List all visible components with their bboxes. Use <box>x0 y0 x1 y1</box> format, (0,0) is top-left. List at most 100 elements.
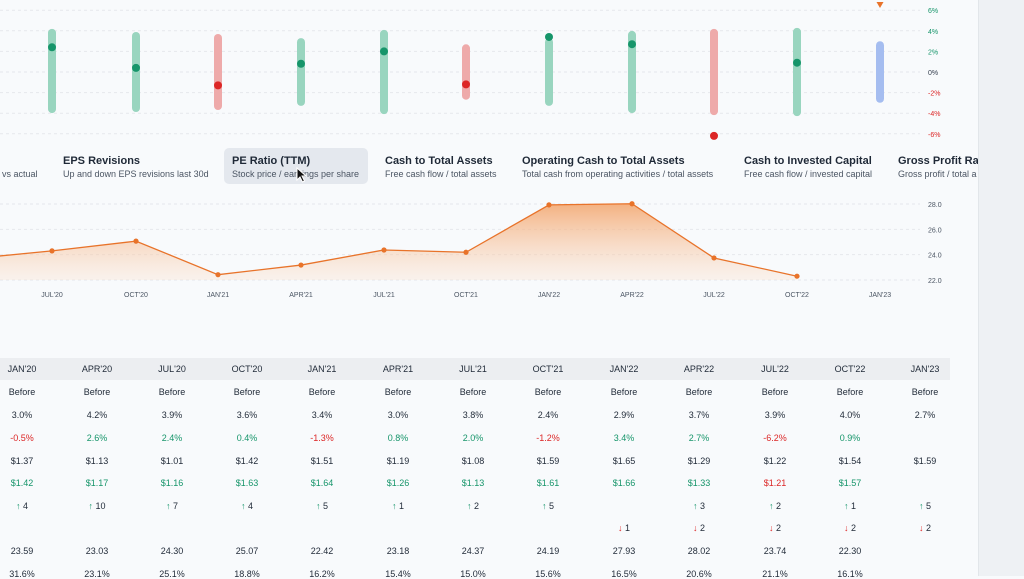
table-cell: $1.22 <box>763 456 787 466</box>
metric-tab[interactable]: PE Ratio (TTM) Stock price / earnings per… <box>224 148 368 184</box>
metric-tab[interactable]: Cash to Total Assets Free cash flow / tot… <box>377 148 505 184</box>
table-cell: $1.66 <box>612 478 636 488</box>
metric-tab-title <box>2 154 38 168</box>
y-tick-label: 28.0 <box>928 202 942 209</box>
table-cell: 23.59 <box>10 546 34 556</box>
table-cell: -1.3% <box>310 433 334 443</box>
table-cell: -0.5% <box>10 433 34 443</box>
x-tick-label: JAN'23 <box>869 292 891 299</box>
metric-tab-description: Up and down EPS revisions last 30d <box>63 169 209 179</box>
surprise-dot[interactable] <box>48 43 56 52</box>
data-point[interactable] <box>381 247 387 253</box>
table-cell: $1.19 <box>386 456 410 466</box>
table-cell: ↑ 7 <box>165 501 178 511</box>
table-cell: ↑ 5 <box>315 501 328 511</box>
table-cell: ↓ 2 <box>918 523 931 533</box>
metric-tab[interactable]: Operating Cash to Total Assets Total cash… <box>514 148 721 184</box>
surprise-dot[interactable] <box>628 40 636 49</box>
data-point[interactable] <box>463 249 469 255</box>
table-cell: $1.26 <box>386 478 410 488</box>
column-header: JAN'21 <box>307 364 337 374</box>
table-cell: ↑ 5 <box>541 501 554 511</box>
table-cell: 15.6% <box>535 569 561 579</box>
vertical-scrollbar[interactable] <box>978 0 1024 576</box>
y-tick-label: 0% <box>928 70 938 77</box>
arrow-down-icon: ↓ <box>617 523 623 533</box>
table-cell: ↑ 1 <box>843 501 856 511</box>
table-cell: 23.74 <box>763 546 787 556</box>
table-cell: 0.9% <box>839 433 861 443</box>
surprise-dot[interactable] <box>710 131 718 140</box>
metric-tab-description: Gross profit / total a <box>898 169 977 179</box>
surprise-dot[interactable] <box>214 81 222 90</box>
y-tick-label: 4% <box>928 29 938 36</box>
table-cell: 3.7% <box>688 410 710 420</box>
arrow-up-icon: ↑ <box>918 501 924 511</box>
table-cell: ↑ 2 <box>466 501 479 511</box>
data-point[interactable] <box>215 272 221 278</box>
table-cell: $1.57 <box>838 478 862 488</box>
table-cell: $1.65 <box>612 456 636 466</box>
metric-tab-description: Stock price / earnings per share <box>232 169 360 179</box>
surprise-dot[interactable] <box>793 58 801 67</box>
table-cell: Before <box>233 387 261 397</box>
metric-tab-title: Cash to Invested Capital <box>744 155 872 167</box>
data-point[interactable] <box>546 202 552 208</box>
data-point[interactable] <box>794 273 800 279</box>
table-cell: $1.33 <box>687 478 711 488</box>
x-tick-label: JAN'22 <box>538 292 560 299</box>
arrow-up-icon: ↑ <box>541 501 547 511</box>
metric-tab[interactable]: EPS Revisions Up and down EPS revisions l… <box>55 148 217 184</box>
table-cell: 4.2% <box>86 410 108 420</box>
column-header: APR'21 <box>382 364 414 374</box>
table-cell: 2.7% <box>914 410 936 420</box>
table-cell: $1.51 <box>310 456 334 466</box>
data-point[interactable] <box>629 201 635 207</box>
metric-tab-title: EPS Revisions <box>63 155 141 167</box>
column-header: OCT'22 <box>834 364 866 374</box>
table-cell: 3.0% <box>387 410 409 420</box>
surprise-dot[interactable] <box>297 59 305 68</box>
x-tick-label: JUL'22 <box>703 292 725 299</box>
data-point[interactable] <box>133 238 139 244</box>
arrow-up-icon: ↑ <box>466 501 472 511</box>
table-cell: ↓ 2 <box>768 523 781 533</box>
table-cell: 2.9% <box>613 410 635 420</box>
table-cell: Before <box>911 387 939 397</box>
arrow-up-icon: ↑ <box>843 501 849 511</box>
table-cell: 25.1% <box>159 569 185 579</box>
table-cell: $1.42 <box>235 456 259 466</box>
table-cell: 16.5% <box>611 569 637 579</box>
data-point[interactable] <box>298 262 304 268</box>
table-cell: 15.0% <box>460 569 486 579</box>
x-tick-label: OCT'20 <box>124 292 148 299</box>
mouse-cursor-icon <box>296 167 308 183</box>
surprise-dot[interactable] <box>380 47 388 56</box>
x-tick-label: JAN'21 <box>207 292 229 299</box>
metric-tab[interactable]: vs actual <box>0 148 46 184</box>
table-cell: 25.07 <box>235 546 259 556</box>
surprise-dot[interactable] <box>545 32 553 41</box>
data-point[interactable] <box>711 255 717 261</box>
arrow-down-icon: ↓ <box>692 523 698 533</box>
table-cell: $1.59 <box>913 456 937 466</box>
table-cell: 15.4% <box>385 569 411 579</box>
table-cell: $1.13 <box>85 456 109 466</box>
metric-tab[interactable]: Gross Profit Ratio Gross profit / total a <box>890 148 1000 184</box>
x-tick-label: APR'22 <box>620 292 644 299</box>
metric-tab[interactable]: Cash to Invested Capital Free cash flow /… <box>736 148 880 184</box>
table-cell: 3.8% <box>462 410 484 420</box>
table-cell: ↓ 2 <box>843 523 856 533</box>
surprise-dot[interactable] <box>462 80 470 89</box>
arrow-down-icon: ↓ <box>768 523 774 533</box>
arrow-up-icon: ↑ <box>692 501 698 511</box>
y-tick-label: 22.0 <box>928 278 942 285</box>
table-cell: $1.63 <box>235 478 259 488</box>
table-cell: $1.42 <box>10 478 34 488</box>
data-point[interactable] <box>49 248 55 254</box>
metric-tab-title: Cash to Total Assets <box>385 155 493 167</box>
x-tick-label: JUL'21 <box>373 292 395 299</box>
table-cell: 24.37 <box>461 546 485 556</box>
surprise-dot[interactable] <box>132 63 140 72</box>
area-fill <box>0 203 797 280</box>
